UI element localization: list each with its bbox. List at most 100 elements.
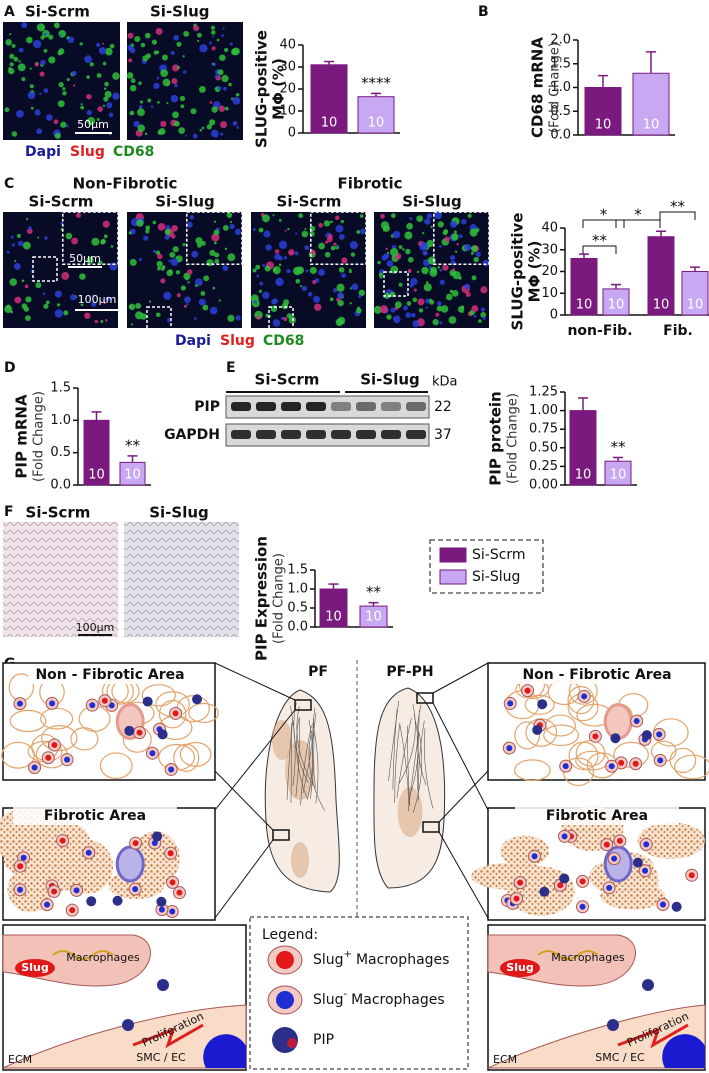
cell — [104, 47, 113, 56]
cell — [480, 286, 488, 294]
cell — [187, 281, 190, 284]
histology-tint — [124, 522, 239, 637]
cell — [173, 35, 179, 41]
blot-band — [231, 430, 251, 439]
cell — [357, 306, 360, 310]
cell — [48, 34, 54, 40]
cell — [425, 298, 430, 304]
n-label: 10 — [368, 116, 385, 131]
significance-bracket — [582, 219, 625, 228]
slug-nucleus — [15, 959, 55, 977]
cell — [86, 75, 90, 79]
stain-label: Dapi — [175, 333, 211, 349]
cell — [379, 305, 389, 314]
macrophage-nucleus — [606, 884, 613, 891]
roi-box — [268, 306, 294, 332]
proliferation-arrow — [132, 1023, 204, 1049]
blot-band — [331, 402, 351, 411]
cell — [227, 253, 236, 262]
n-label: 10 — [608, 298, 625, 313]
y-tick-label: 30 — [541, 242, 558, 257]
n-label: 10 — [365, 610, 382, 625]
cell — [110, 245, 114, 248]
cell — [314, 303, 322, 311]
cell — [136, 219, 144, 227]
cell — [30, 106, 34, 110]
cell — [80, 303, 84, 307]
cell — [156, 260, 163, 268]
cell — [336, 283, 345, 292]
y-tick-label: 2.0 — [550, 33, 571, 48]
cell — [138, 257, 142, 261]
cell — [423, 283, 432, 292]
cell — [152, 220, 157, 225]
y-tick-label: 10 — [279, 104, 296, 119]
cell — [377, 260, 381, 265]
fibrotic-tissue — [500, 835, 550, 867]
cell — [326, 236, 333, 243]
cell — [13, 262, 21, 270]
lung-fibrosis — [397, 787, 423, 837]
panel-label: B — [478, 4, 489, 20]
legend-label-sup: + — [344, 949, 352, 960]
cell — [156, 76, 160, 80]
cell — [305, 269, 309, 273]
cell — [278, 256, 283, 261]
cell — [442, 264, 449, 271]
image-label: Si-Scrm — [29, 193, 94, 211]
cell — [436, 301, 442, 306]
stain-label: CD68 — [113, 144, 154, 160]
area-title: Fibrotic Area — [546, 808, 648, 824]
y-axis-label: (Fold Change) — [506, 393, 521, 484]
cell — [109, 43, 115, 49]
alveolus — [525, 718, 558, 747]
cell — [360, 228, 366, 235]
area-title: Fibrotic Area — [44, 808, 146, 824]
cell — [183, 304, 187, 308]
n-label: 10 — [88, 468, 105, 483]
cell — [229, 220, 233, 224]
area-title-bg — [515, 666, 679, 684]
macrophage-nucleus — [608, 763, 615, 770]
cell — [163, 291, 172, 300]
cell — [173, 120, 180, 127]
cell — [57, 100, 65, 108]
cell — [222, 225, 229, 231]
cell — [219, 120, 228, 129]
cell — [211, 30, 216, 35]
y-tick-label: 20 — [279, 82, 296, 97]
cell — [359, 214, 364, 218]
cell — [179, 95, 186, 102]
alveolus — [567, 685, 595, 715]
lung-fibrosis — [272, 720, 292, 760]
cell — [341, 273, 347, 279]
legend-label-suffix: Macrophages — [351, 992, 445, 1008]
roi-box — [32, 256, 58, 282]
cell — [184, 296, 191, 303]
macrophage-nucleus — [169, 908, 176, 915]
image-label: Si-Slug — [402, 193, 462, 211]
cell — [422, 232, 425, 235]
cell — [9, 62, 14, 67]
n-label: 10 — [595, 118, 612, 133]
cell — [471, 275, 477, 281]
group-label: Fibrotic — [337, 175, 402, 193]
cell — [461, 219, 467, 225]
macrophage-nucleus — [16, 700, 23, 707]
macrophage-nucleus — [688, 872, 695, 879]
cell — [386, 314, 392, 320]
cell — [307, 291, 313, 297]
cell — [381, 254, 388, 261]
cell — [144, 32, 151, 39]
cell — [40, 35, 45, 40]
cell — [426, 213, 433, 219]
cell — [14, 260, 17, 263]
cell — [430, 225, 433, 229]
cell — [57, 50, 63, 56]
macrophage-nucleus — [561, 833, 568, 840]
cell — [286, 269, 291, 274]
cell — [471, 245, 478, 252]
significance: **** — [361, 74, 392, 92]
cell — [452, 272, 456, 276]
n-label: 10 — [575, 468, 592, 483]
